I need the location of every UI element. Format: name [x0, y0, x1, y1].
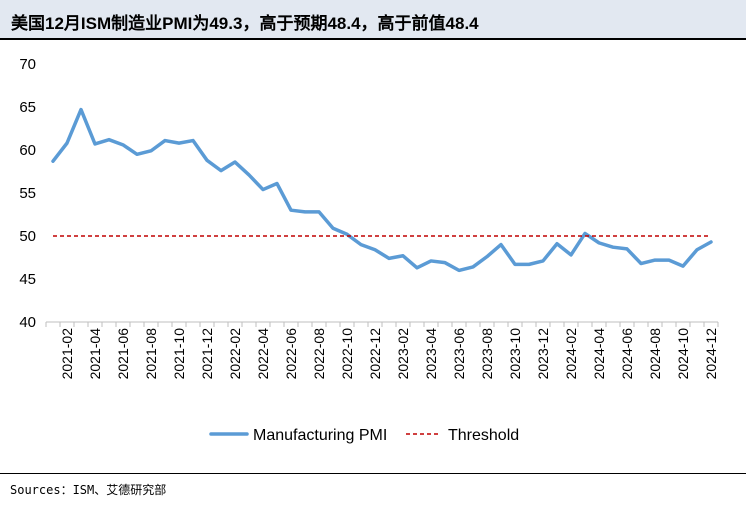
x-tick-label: 2024-10	[675, 328, 691, 380]
x-tick-label: 2021-04	[87, 328, 103, 380]
x-tick-label: 2021-12	[199, 328, 215, 380]
x-tick-label: 2023-10	[507, 328, 523, 380]
x-tick-label: 2022-06	[283, 328, 299, 380]
x-tick-label: 2021-02	[59, 328, 75, 380]
x-tick-label: 2023-08	[479, 328, 495, 380]
y-tick-label: 45	[19, 271, 36, 288]
legend: Manufacturing PMI Threshold	[209, 427, 519, 444]
y-tick-label: 70	[19, 56, 36, 73]
footer-divider	[0, 473, 746, 474]
x-tick-label: 2023-12	[535, 328, 551, 380]
x-tick-label: 2021-08	[143, 328, 159, 380]
x-tick-label: 2022-10	[339, 328, 355, 380]
pmi-series-line	[51, 107, 713, 273]
x-tick-label: 2023-06	[451, 328, 467, 380]
x-tick-label: 2021-06	[115, 328, 131, 380]
y-tick-label: 55	[19, 185, 36, 202]
x-tick-label: 2022-02	[227, 328, 243, 380]
source-note: Sources：ISM、艾德研究部	[10, 483, 167, 497]
x-tick-label: 2022-04	[255, 328, 271, 380]
x-tick-label: 2023-02	[395, 328, 411, 380]
x-tick-label: 2024-08	[647, 328, 663, 380]
chart-title: 美国12月ISM制造业PMI为49.3，高于预期48.4，高于前值48.4	[11, 14, 479, 33]
x-tick-label: 2024-04	[591, 328, 607, 380]
x-tick-label: 2023-04	[423, 328, 439, 380]
x-tick-label: 2024-12	[703, 328, 719, 380]
legend-label-threshold: Threshold	[448, 427, 519, 444]
x-axis: 2021-02 2021-04 2021-06 2021-08 2021-10 2021-…	[45, 321, 719, 380]
title-bar: 美国12月ISM制造业PMI为49.3，高于预期48.4，高于前值48.4	[0, 0, 746, 40]
x-tick-label: 2022-12	[367, 328, 383, 380]
y-tick-label: 40	[19, 314, 36, 331]
y-axis: 40 45 50 55 60 65 70	[19, 56, 36, 331]
x-tick-label: 2021-10	[171, 328, 187, 380]
y-tick-label: 60	[19, 142, 36, 159]
legend-label-pmi: Manufacturing PMI	[253, 427, 387, 444]
y-tick-label: 65	[19, 99, 36, 116]
x-tick-label: 2024-06	[619, 328, 635, 380]
x-tick-label: 2022-08	[311, 328, 327, 380]
y-tick-label: 50	[19, 228, 36, 245]
x-tick-label: 2024-02	[563, 328, 579, 380]
series-layer	[51, 107, 713, 273]
